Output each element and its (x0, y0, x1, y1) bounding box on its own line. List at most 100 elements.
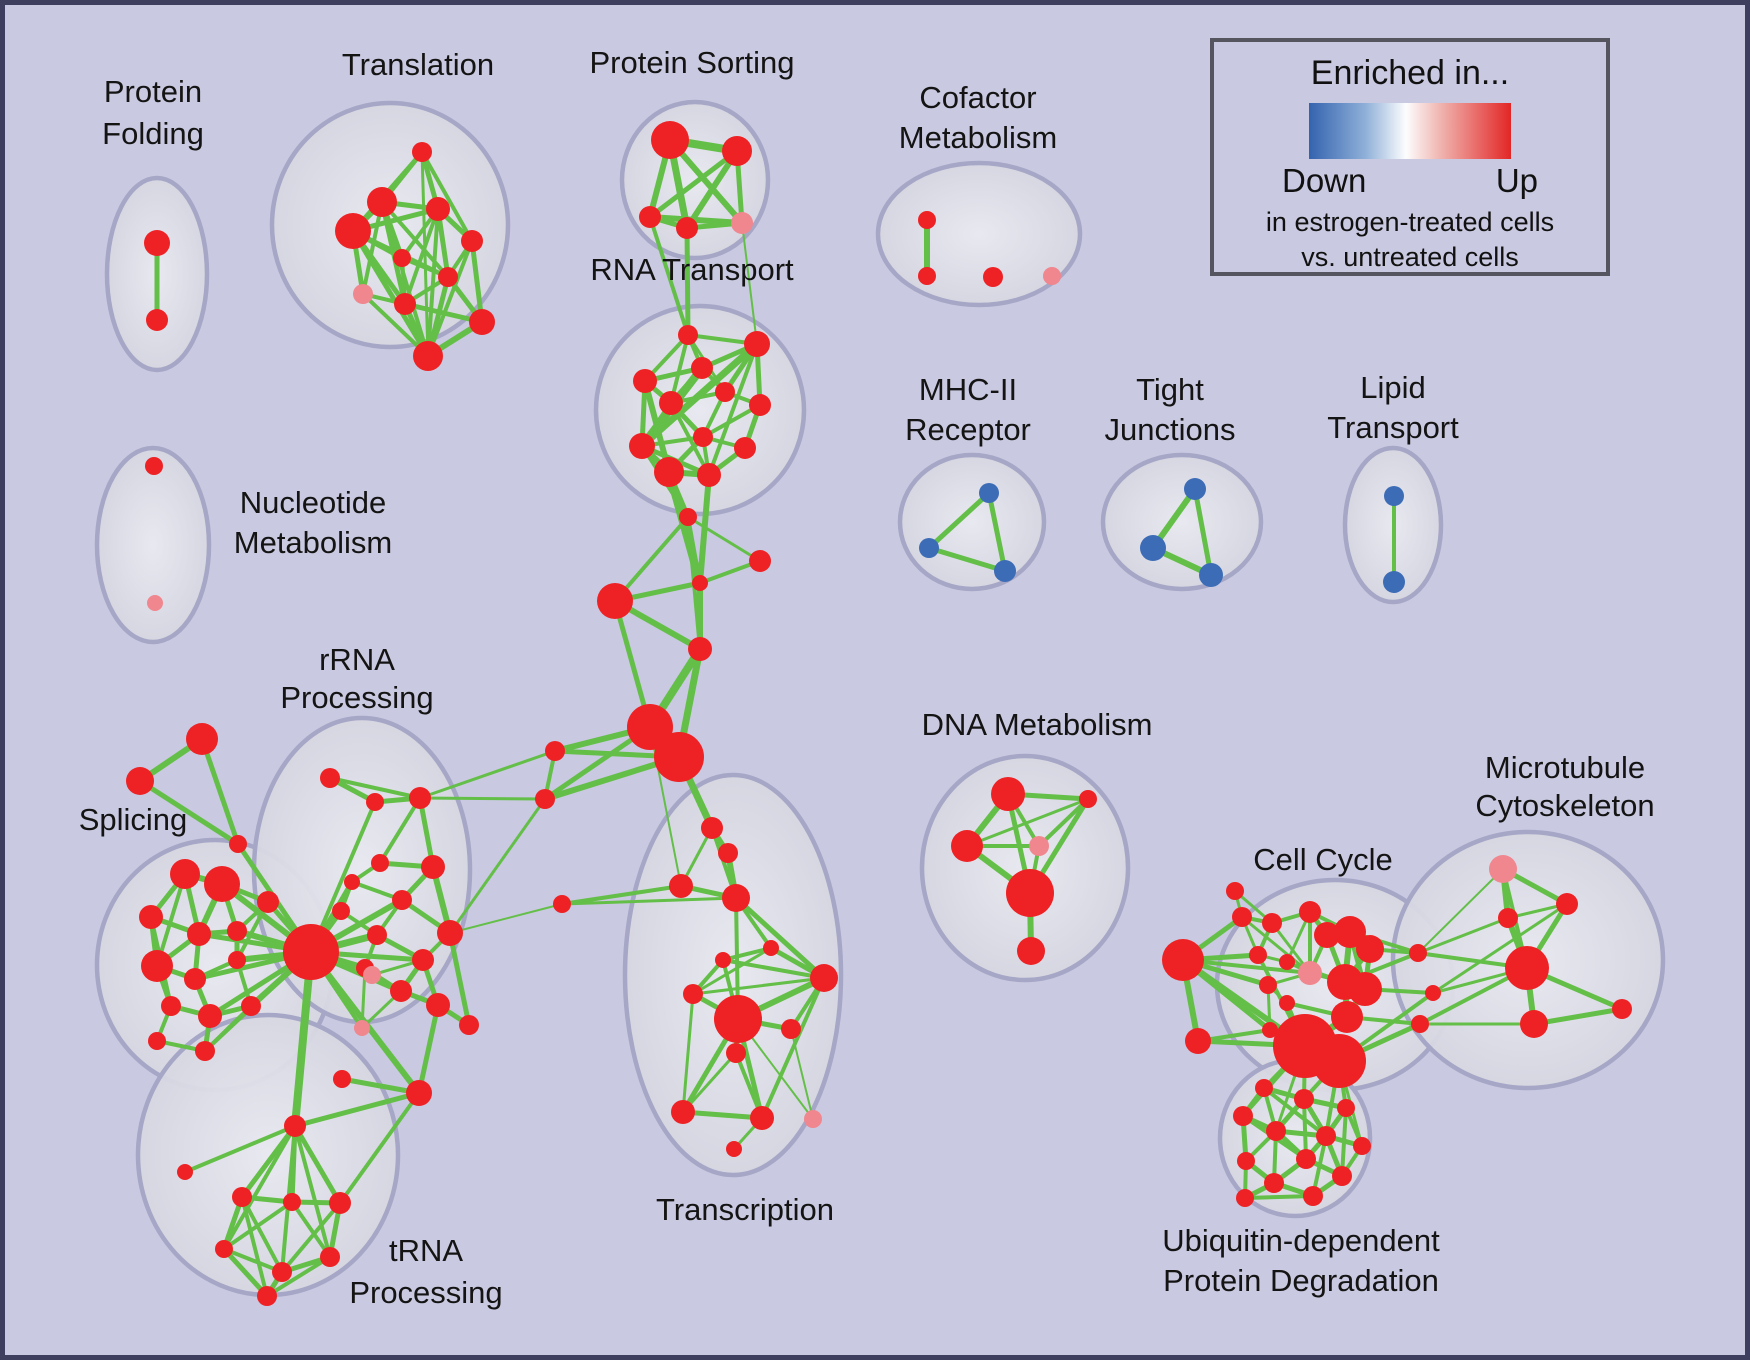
node-1[interactable] (146, 309, 168, 331)
node-33[interactable] (597, 583, 633, 619)
node-98[interactable] (257, 1286, 277, 1306)
node-134[interactable] (1520, 1010, 1548, 1038)
node-39[interactable] (701, 817, 723, 839)
node-2[interactable] (412, 142, 432, 162)
node-103[interactable] (951, 830, 983, 862)
node-92[interactable] (177, 1164, 193, 1180)
node-57[interactable] (229, 835, 247, 853)
node-41[interactable] (669, 874, 693, 898)
node-14[interactable] (722, 136, 752, 166)
node-77[interactable] (371, 854, 389, 872)
node-22[interactable] (715, 382, 735, 402)
node-83[interactable] (412, 949, 434, 971)
node-123[interactable] (1262, 1022, 1278, 1038)
node-69[interactable] (198, 1004, 222, 1028)
node-70[interactable] (241, 996, 261, 1016)
node-34[interactable] (688, 637, 712, 661)
node-27[interactable] (734, 437, 756, 459)
node-148[interactable] (1236, 1189, 1254, 1207)
node-125[interactable] (1312, 1034, 1366, 1088)
node-32[interactable] (692, 575, 708, 591)
node-162[interactable] (147, 595, 163, 611)
node-19[interactable] (744, 331, 770, 357)
node-7[interactable] (393, 249, 411, 267)
node-156[interactable] (1184, 478, 1206, 500)
node-96[interactable] (329, 1192, 351, 1214)
node-66[interactable] (184, 968, 206, 990)
node-135[interactable] (1612, 999, 1632, 1019)
node-94[interactable] (232, 1187, 252, 1207)
node-55[interactable] (186, 723, 218, 755)
node-144[interactable] (1296, 1149, 1316, 1169)
node-145[interactable] (1264, 1173, 1284, 1193)
node-48[interactable] (714, 995, 762, 1043)
node-114[interactable] (1356, 935, 1384, 963)
node-97[interactable] (215, 1240, 233, 1258)
node-73[interactable] (320, 768, 340, 788)
node-37[interactable] (545, 741, 565, 761)
node-51[interactable] (671, 1100, 695, 1124)
node-3[interactable] (367, 187, 397, 217)
node-131[interactable] (1556, 893, 1578, 915)
node-50[interactable] (726, 1043, 746, 1063)
node-157[interactable] (1140, 535, 1166, 561)
node-38[interactable] (535, 789, 555, 809)
node-75[interactable] (409, 787, 431, 809)
node-152[interactable] (1043, 267, 1061, 285)
node-113[interactable] (1334, 916, 1366, 948)
node-102[interactable] (1079, 790, 1097, 808)
node-24[interactable] (749, 394, 771, 416)
node-43[interactable] (553, 895, 571, 913)
node-21[interactable] (633, 369, 657, 393)
node-25[interactable] (693, 427, 713, 447)
node-154[interactable] (919, 538, 939, 558)
node-18[interactable] (678, 325, 698, 345)
node-93[interactable] (333, 1070, 351, 1088)
node-108[interactable] (1185, 1028, 1211, 1054)
node-117[interactable] (1298, 961, 1322, 985)
node-132[interactable] (1498, 908, 1518, 928)
node-71[interactable] (148, 1032, 166, 1050)
node-52[interactable] (750, 1106, 774, 1130)
node-121[interactable] (1348, 972, 1382, 1006)
node-53[interactable] (804, 1110, 822, 1128)
node-81[interactable] (332, 902, 350, 920)
node-140[interactable] (1266, 1121, 1286, 1141)
node-35[interactable] (627, 704, 673, 750)
node-107[interactable] (1162, 939, 1204, 981)
node-45[interactable] (715, 952, 731, 968)
node-36[interactable] (654, 732, 704, 782)
node-153[interactable] (979, 483, 999, 503)
node-110[interactable] (1262, 913, 1282, 933)
node-54[interactable] (726, 1141, 742, 1157)
node-74[interactable] (366, 793, 384, 811)
node-15[interactable] (639, 206, 661, 228)
node-17[interactable] (731, 212, 753, 234)
node-67[interactable] (228, 951, 246, 969)
node-56[interactable] (126, 767, 154, 795)
node-0[interactable] (144, 230, 170, 256)
node-12[interactable] (413, 341, 443, 371)
node-101[interactable] (991, 777, 1025, 811)
node-58[interactable] (283, 924, 339, 980)
node-78[interactable] (421, 855, 445, 879)
node-99[interactable] (320, 1247, 340, 1267)
node-104[interactable] (1029, 836, 1049, 856)
node-4[interactable] (426, 197, 450, 221)
node-42[interactable] (722, 884, 750, 912)
node-10[interactable] (394, 293, 416, 315)
node-65[interactable] (141, 950, 173, 982)
node-160[interactable] (1383, 571, 1405, 593)
node-60[interactable] (204, 866, 240, 902)
node-16[interactable] (676, 217, 698, 239)
node-105[interactable] (1006, 869, 1054, 917)
node-79[interactable] (392, 890, 412, 910)
node-64[interactable] (257, 891, 279, 913)
node-111[interactable] (1299, 901, 1321, 923)
node-106[interactable] (1017, 937, 1045, 965)
node-155[interactable] (994, 560, 1016, 582)
node-13[interactable] (651, 121, 689, 159)
node-130[interactable] (1489, 855, 1517, 883)
node-118[interactable] (1259, 976, 1277, 994)
node-138[interactable] (1337, 1099, 1355, 1117)
